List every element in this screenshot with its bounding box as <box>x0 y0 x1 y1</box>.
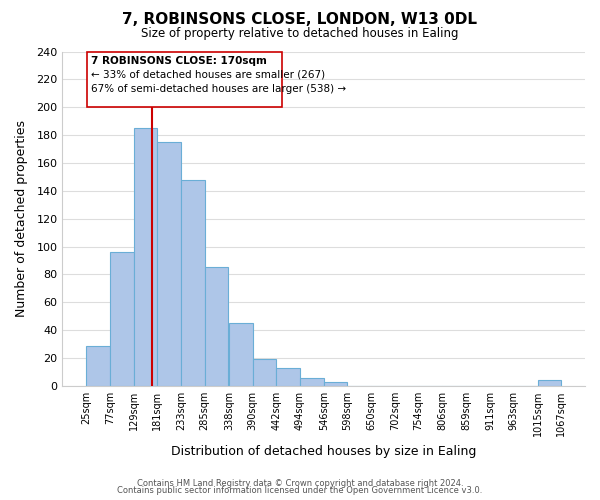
Bar <box>229 323 253 386</box>
Bar <box>300 378 324 386</box>
FancyBboxPatch shape <box>87 52 282 107</box>
Bar <box>253 360 277 386</box>
Y-axis label: Number of detached properties: Number of detached properties <box>15 120 28 317</box>
Text: 7, ROBINSONS CLOSE, LONDON, W13 0DL: 7, ROBINSONS CLOSE, LONDON, W13 0DL <box>122 12 478 28</box>
Bar <box>205 268 229 386</box>
Text: 7 ROBINSONS CLOSE: 170sqm: 7 ROBINSONS CLOSE: 170sqm <box>91 56 266 66</box>
Bar <box>324 382 347 386</box>
Text: Contains public sector information licensed under the Open Government Licence v3: Contains public sector information licen… <box>118 486 482 495</box>
Text: Size of property relative to detached houses in Ealing: Size of property relative to detached ho… <box>141 28 459 40</box>
Bar <box>181 180 205 386</box>
Bar <box>157 142 181 386</box>
Text: ← 33% of detached houses are smaller (267): ← 33% of detached houses are smaller (26… <box>91 70 325 80</box>
Bar <box>538 380 561 386</box>
Bar <box>277 368 300 386</box>
Bar <box>134 128 157 386</box>
Text: 67% of semi-detached houses are larger (538) →: 67% of semi-detached houses are larger (… <box>91 84 346 94</box>
Bar <box>110 252 134 386</box>
Text: Contains HM Land Registry data © Crown copyright and database right 2024.: Contains HM Land Registry data © Crown c… <box>137 478 463 488</box>
X-axis label: Distribution of detached houses by size in Ealing: Distribution of detached houses by size … <box>171 444 476 458</box>
Bar <box>86 346 110 386</box>
